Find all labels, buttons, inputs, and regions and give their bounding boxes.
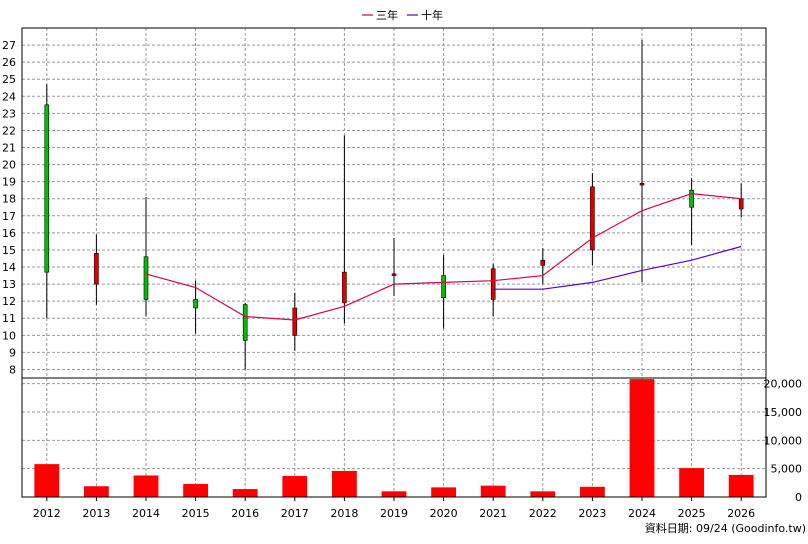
volume-bar (381, 491, 407, 497)
price-tick-label: 15 (2, 244, 16, 257)
volume-bar (232, 489, 258, 497)
candle-body (590, 186, 595, 251)
moving-average-lines (145, 192, 742, 321)
price-tick-label: 18 (2, 193, 16, 206)
footer-note: 資料日期: 09/24 (Goodinfo.tw) (645, 521, 806, 535)
x-tick-label: 2017 (281, 507, 309, 520)
x-tick-label: 2026 (727, 507, 755, 520)
price-tick-label: 11 (2, 312, 16, 325)
price-tick-label: 17 (2, 210, 16, 223)
x-tick-label: 2025 (678, 507, 706, 520)
volume-bar (580, 486, 605, 497)
price-tick-label: 19 (2, 176, 16, 189)
volume-bar (629, 379, 655, 497)
price-tick-label: 24 (2, 90, 16, 103)
x-tick-label: 2016 (231, 507, 259, 520)
x-tick-label: 2014 (132, 507, 160, 520)
volume-tick-label: 5,000 (771, 463, 803, 476)
volume-bar (183, 483, 208, 497)
volume-bar (332, 470, 357, 497)
candle-body (44, 104, 50, 273)
candle-body (94, 253, 99, 285)
candle-body (292, 307, 298, 336)
x-tick-label: 2021 (479, 507, 507, 520)
volume-bars (34, 379, 754, 497)
candle-body (242, 304, 248, 341)
legend-ma3-label: 三年 (376, 8, 398, 22)
candle-body (193, 299, 198, 309)
candle-body (540, 259, 546, 266)
price-tick-label: 9 (9, 346, 16, 359)
x-tick-label: 2013 (82, 507, 110, 520)
candle-body (342, 271, 347, 304)
axes: 8910111213141516171819202122232425262705… (2, 27, 803, 520)
volume-tick-label: 0 (795, 491, 802, 504)
volume-bar (34, 464, 60, 497)
volume-bar (282, 476, 308, 497)
price-tick-label: 20 (2, 159, 16, 172)
volume-bar (480, 485, 506, 497)
price-tick-label: 27 (2, 39, 16, 52)
volume-bar (679, 468, 704, 497)
price-tick-label: 13 (2, 278, 16, 291)
x-tick-label: 2019 (380, 507, 408, 520)
x-tick-label: 2022 (529, 507, 557, 520)
ma10-line (493, 245, 742, 290)
candle-body (143, 256, 149, 300)
price-tick-label: 14 (2, 261, 16, 274)
candle-body (639, 183, 645, 186)
price-tick-label: 22 (2, 124, 16, 137)
volume-tick-label: 20,000 (764, 378, 803, 391)
price-tick-label: 8 (9, 363, 16, 376)
volume-bar (530, 491, 556, 497)
price-tick-label: 23 (2, 107, 16, 120)
price-tick-label: 10 (2, 329, 16, 342)
candle-body (441, 275, 446, 299)
x-tick-label: 2023 (578, 507, 606, 520)
candle-body (738, 198, 744, 210)
legend-ma10-label: 十年 (421, 8, 443, 22)
volume-bar (728, 474, 754, 497)
volume-bar (133, 475, 159, 497)
price-tick-label: 12 (2, 295, 16, 308)
x-tick-label: 2020 (430, 507, 458, 520)
ma3-line (145, 192, 742, 321)
price-tick-label: 25 (2, 73, 16, 86)
price-tick-label: 16 (2, 227, 16, 240)
candlesticks (44, 39, 744, 370)
price-tick-label: 21 (2, 142, 16, 155)
legend: 三年 十年 (362, 8, 443, 22)
candle-body (391, 273, 397, 276)
x-tick-label: 2012 (33, 507, 61, 520)
candle-body (490, 268, 496, 300)
volume-tick-label: 15,000 (764, 406, 803, 419)
volume-bar (431, 487, 456, 497)
candle-body (689, 189, 694, 208)
x-tick-label: 2015 (182, 507, 210, 520)
volume-bar (84, 486, 109, 497)
price-tick-label: 26 (2, 56, 16, 69)
volume-tick-label: 10,000 (764, 434, 803, 447)
x-tick-label: 2018 (330, 507, 358, 520)
x-tick-label: 2024 (628, 507, 656, 520)
